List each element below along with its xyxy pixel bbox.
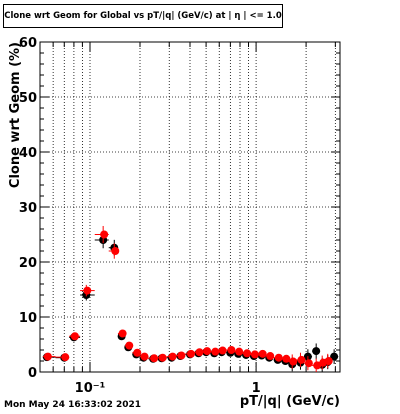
data-point-red [218, 346, 227, 355]
data-point-red [289, 357, 298, 366]
data-point-red [150, 354, 159, 363]
data-point-red [297, 355, 306, 364]
y-tick-label: 20 [19, 256, 37, 271]
data-point-red [43, 352, 52, 361]
data-point-red [83, 286, 92, 295]
data-point-red [243, 349, 252, 358]
data-point-red [168, 352, 177, 361]
data-point-red [61, 353, 70, 362]
data-point-red [313, 361, 322, 370]
data-series [42, 225, 339, 372]
data-point-red [258, 349, 267, 358]
y-axis-label: Clone wrt Geom (%) [8, 42, 23, 188]
data-point-red [274, 353, 283, 362]
data-point-red [70, 332, 79, 341]
data-point-red [235, 347, 244, 356]
y-tick-label: 50 [19, 91, 37, 106]
x-tick-label: 10⁻¹ [75, 381, 106, 396]
y-tick-label: 0 [28, 366, 37, 381]
data-point-red [266, 352, 275, 361]
y-tick-label: 60 [19, 36, 37, 51]
data-point-red [125, 341, 134, 350]
data-point-red [227, 346, 236, 354]
x-tick-label: 1 [252, 381, 261, 396]
data-point-black [312, 347, 321, 356]
data-point-red [177, 351, 186, 360]
data-point-red [203, 347, 212, 356]
y-tick-label: 40 [19, 146, 37, 161]
data-point-red [250, 350, 259, 359]
footer-timestamp: Mon May 24 16:33:02 2021 [4, 400, 142, 410]
data-point-black [330, 352, 339, 361]
data-point-red [195, 348, 204, 357]
chart-title: Clone wrt Geom for Global vs pT/|q| (GeV… [4, 11, 282, 21]
data-point-red [118, 329, 127, 338]
x-axis-label: pT/|q| (GeV/c) [240, 394, 340, 409]
data-point-red [140, 352, 149, 361]
data-point-red [211, 347, 220, 356]
y-tick-label: 10 [19, 311, 37, 326]
data-point-red [304, 359, 313, 368]
data-point-red [282, 354, 291, 363]
data-point-red [187, 349, 195, 358]
data-point-red [133, 348, 142, 357]
data-point-red [100, 230, 109, 239]
data-point-red [158, 353, 167, 362]
y-tick-label: 30 [19, 201, 37, 216]
chart-title-box: Clone wrt Geom for Global vs pT/|q| (GeV… [3, 4, 283, 28]
data-point-red [111, 247, 120, 255]
data-point-red [324, 357, 333, 365]
axes: 0 10 20 30 40 50 60 10⁻¹ 1 [19, 36, 340, 396]
